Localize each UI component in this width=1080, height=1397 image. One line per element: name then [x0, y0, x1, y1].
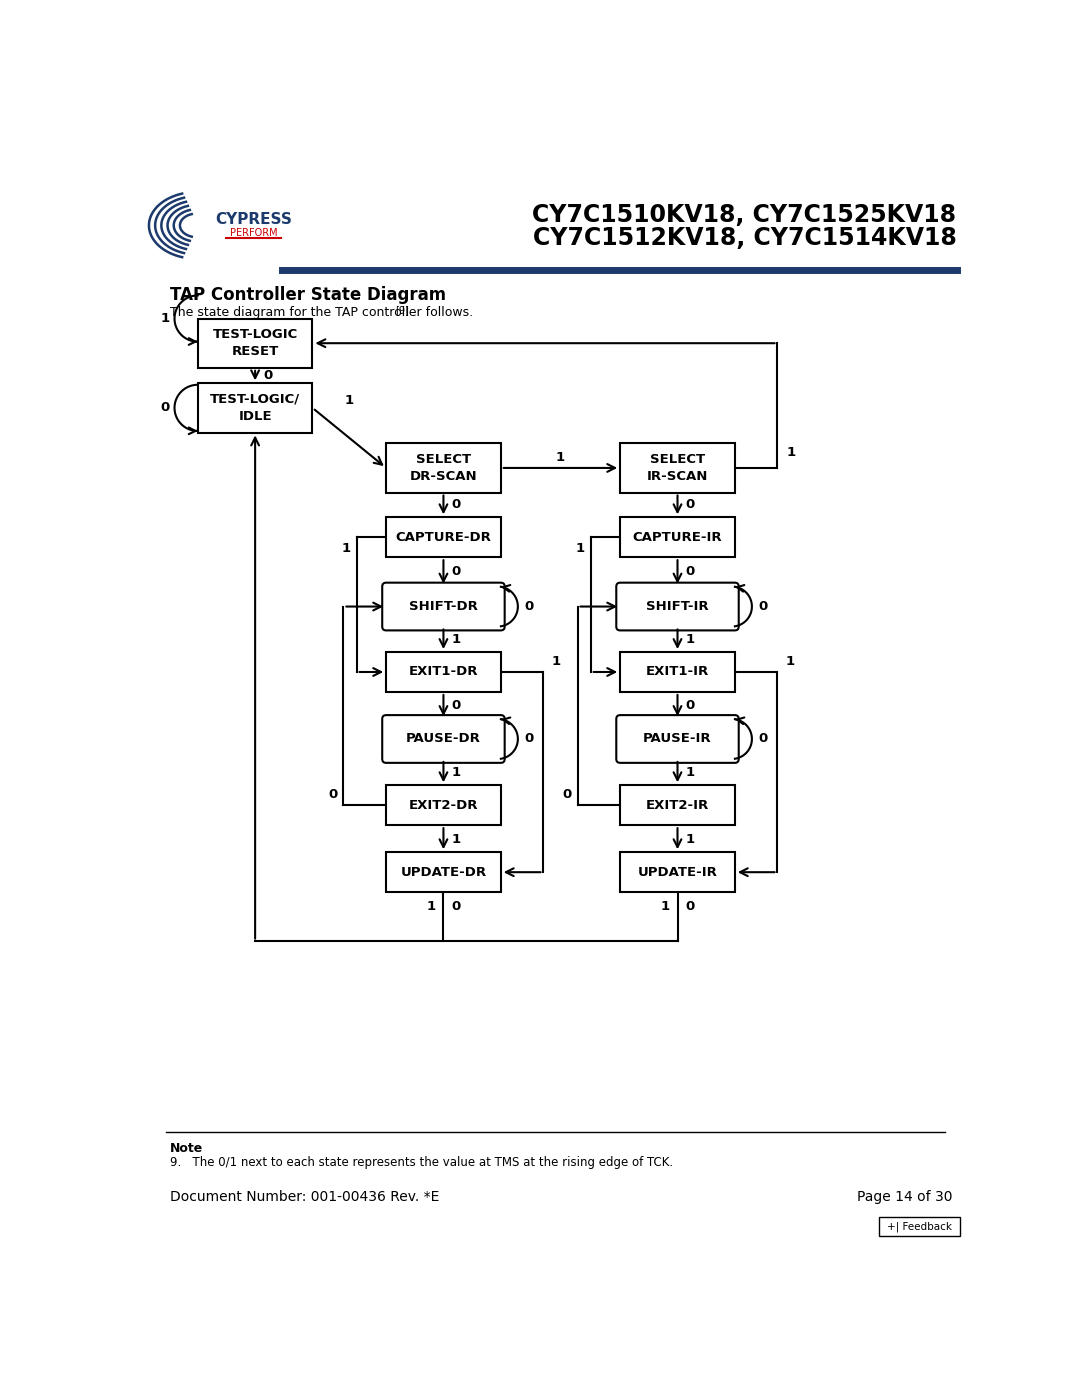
Text: UPDATE-DR: UPDATE-DR — [401, 866, 486, 879]
Text: 0: 0 — [686, 566, 694, 578]
Text: 0: 0 — [686, 900, 694, 912]
FancyBboxPatch shape — [620, 652, 734, 692]
FancyBboxPatch shape — [620, 785, 734, 826]
FancyBboxPatch shape — [617, 583, 739, 630]
Text: 1: 1 — [451, 633, 460, 647]
Text: EXIT1-DR: EXIT1-DR — [408, 665, 478, 679]
Text: 0: 0 — [451, 700, 460, 712]
Text: 0: 0 — [686, 700, 694, 712]
Text: 1: 1 — [686, 766, 694, 778]
Text: 1: 1 — [161, 312, 170, 326]
FancyBboxPatch shape — [617, 715, 739, 763]
Text: CY7C1510KV18, CY7C1525KV18: CY7C1510KV18, CY7C1525KV18 — [532, 204, 957, 228]
FancyBboxPatch shape — [382, 583, 504, 630]
Text: 0: 0 — [562, 788, 571, 800]
Text: 1: 1 — [785, 655, 795, 668]
Text: 1: 1 — [427, 900, 435, 912]
Text: 1: 1 — [787, 446, 796, 460]
Text: CY7C1512KV18, CY7C1514KV18: CY7C1512KV18, CY7C1514KV18 — [532, 226, 957, 250]
Text: PAUSE-IR: PAUSE-IR — [644, 732, 712, 746]
Text: TEST-LOGIC
RESET: TEST-LOGIC RESET — [213, 328, 298, 358]
FancyBboxPatch shape — [387, 852, 501, 893]
Text: 0: 0 — [758, 601, 768, 613]
Text: 1: 1 — [686, 833, 694, 845]
Text: 1: 1 — [551, 655, 561, 668]
Text: 0: 0 — [161, 401, 170, 415]
FancyBboxPatch shape — [198, 319, 312, 367]
Text: 1: 1 — [661, 900, 670, 912]
Text: CAPTURE-IR: CAPTURE-IR — [633, 531, 723, 543]
Text: 1: 1 — [341, 542, 350, 555]
Text: 0: 0 — [328, 788, 337, 800]
Text: SHIFT-DR: SHIFT-DR — [409, 601, 477, 613]
FancyBboxPatch shape — [387, 785, 501, 826]
Text: PAUSE-DR: PAUSE-DR — [406, 732, 481, 746]
Text: 0: 0 — [262, 369, 272, 381]
Text: SELECT
DR-SCAN: SELECT DR-SCAN — [409, 453, 477, 483]
Text: 0: 0 — [524, 732, 534, 746]
Text: 0: 0 — [686, 499, 694, 511]
FancyBboxPatch shape — [620, 443, 734, 493]
FancyBboxPatch shape — [620, 852, 734, 893]
Text: +| Feedback: +| Feedback — [887, 1221, 951, 1232]
Text: SELECT
IR-SCAN: SELECT IR-SCAN — [647, 453, 708, 483]
Text: EXIT2-IR: EXIT2-IR — [646, 799, 710, 812]
Text: TAP Controller State Diagram: TAP Controller State Diagram — [170, 286, 446, 303]
FancyBboxPatch shape — [620, 517, 734, 557]
Text: The state diagram for the TAP controller follows.: The state diagram for the TAP controller… — [170, 306, 473, 319]
Text: Document Number: 001-00436 Rev. *E: Document Number: 001-00436 Rev. *E — [170, 1190, 440, 1204]
Text: 1: 1 — [451, 766, 460, 778]
Text: Note: Note — [170, 1141, 203, 1155]
Text: SHIFT-IR: SHIFT-IR — [646, 601, 708, 613]
FancyBboxPatch shape — [198, 383, 312, 433]
Text: TEST-LOGIC/
IDLE: TEST-LOGIC/ IDLE — [211, 393, 300, 423]
Text: EXIT1-IR: EXIT1-IR — [646, 665, 710, 679]
Text: PERFORM: PERFORM — [230, 228, 278, 237]
FancyBboxPatch shape — [879, 1217, 960, 1235]
FancyBboxPatch shape — [387, 443, 501, 493]
Text: 1: 1 — [556, 451, 565, 464]
Text: 0: 0 — [451, 499, 460, 511]
Polygon shape — [213, 203, 235, 229]
Text: CAPTURE-DR: CAPTURE-DR — [395, 531, 491, 543]
Text: 1: 1 — [576, 542, 584, 555]
Text: CYPRESS: CYPRESS — [215, 212, 292, 226]
Text: 1: 1 — [451, 833, 460, 845]
FancyBboxPatch shape — [387, 517, 501, 557]
Text: 0: 0 — [758, 732, 768, 746]
Text: EXIT2-DR: EXIT2-DR — [408, 799, 478, 812]
Text: 1: 1 — [345, 394, 353, 407]
FancyBboxPatch shape — [387, 652, 501, 692]
Text: 1: 1 — [686, 633, 694, 647]
Text: 0: 0 — [451, 566, 460, 578]
Text: UPDATE-IR: UPDATE-IR — [637, 866, 717, 879]
Text: [9]: [9] — [394, 305, 408, 316]
FancyBboxPatch shape — [382, 715, 504, 763]
Text: 0: 0 — [524, 601, 534, 613]
Text: Page 14 of 30: Page 14 of 30 — [858, 1190, 953, 1204]
Text: 0: 0 — [451, 900, 460, 912]
Text: 9.   The 0/1 next to each state represents the value at TMS at the rising edge o: 9. The 0/1 next to each state represents… — [170, 1155, 673, 1168]
